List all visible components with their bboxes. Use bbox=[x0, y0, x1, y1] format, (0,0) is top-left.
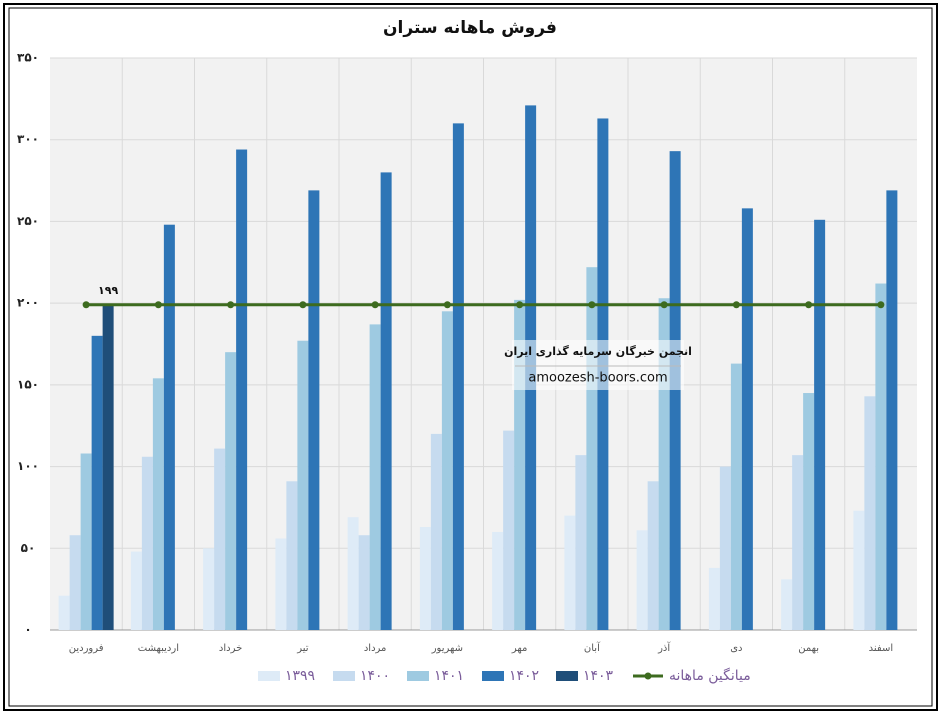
bar bbox=[69, 535, 81, 630]
legend-label: ۱۴۰۱ bbox=[434, 668, 464, 684]
watermark-text: انجمن خبرگان سرمایه گذاری ایران bbox=[504, 345, 692, 358]
bar bbox=[781, 579, 793, 630]
bar bbox=[80, 453, 92, 630]
chart-title: فروش ماهانه ستران bbox=[383, 18, 557, 38]
line-marker bbox=[154, 301, 162, 309]
legend-label: ۱۳۹۹ bbox=[285, 668, 315, 684]
line-marker bbox=[660, 301, 668, 309]
x-tick-label: مهر bbox=[511, 643, 527, 654]
y-tick-label: ۰ bbox=[24, 623, 31, 637]
bar bbox=[669, 151, 681, 630]
y-tick-label: ۲۵۰ bbox=[17, 214, 39, 228]
bar bbox=[369, 324, 381, 630]
bar bbox=[308, 190, 320, 630]
bar bbox=[102, 304, 114, 630]
bar bbox=[803, 393, 815, 630]
bar bbox=[452, 123, 464, 630]
bar bbox=[275, 538, 287, 630]
bar bbox=[514, 299, 526, 630]
bar bbox=[380, 172, 392, 630]
bar bbox=[875, 283, 887, 630]
bar bbox=[730, 363, 742, 630]
line-marker bbox=[443, 301, 451, 309]
bar bbox=[297, 340, 309, 630]
bar bbox=[853, 510, 865, 630]
line-marker bbox=[588, 301, 596, 309]
bar bbox=[586, 267, 598, 630]
watermark-url: amoozesh-boors.com bbox=[528, 371, 667, 386]
bar bbox=[214, 448, 226, 630]
bar bbox=[286, 481, 298, 630]
x-tick-label: شهریور bbox=[431, 643, 463, 654]
line-marker bbox=[877, 301, 885, 309]
line-marker bbox=[82, 301, 90, 309]
y-tick-label: ۱۵۰ bbox=[17, 377, 39, 391]
bar bbox=[575, 455, 587, 630]
x-tick-label: مرداد bbox=[364, 643, 387, 654]
bar bbox=[441, 311, 453, 630]
legend-label: ۱۴۰۰ bbox=[360, 668, 390, 684]
bar bbox=[741, 208, 753, 630]
line-marker bbox=[299, 301, 307, 309]
bar bbox=[163, 224, 175, 630]
bar bbox=[708, 567, 720, 630]
x-tick-label: اردیبهشت bbox=[138, 643, 179, 654]
bar bbox=[152, 378, 164, 630]
bar bbox=[419, 527, 431, 630]
bar bbox=[792, 455, 804, 630]
bar bbox=[492, 531, 504, 630]
bar bbox=[358, 535, 370, 630]
line-marker bbox=[371, 301, 379, 309]
line-marker bbox=[516, 301, 524, 309]
x-tick-label: اسفند bbox=[869, 643, 893, 654]
x-tick-label: بهمن bbox=[798, 643, 819, 654]
bar bbox=[225, 352, 237, 630]
bar bbox=[886, 190, 898, 630]
legend-swatch bbox=[258, 671, 280, 681]
bar bbox=[430, 433, 442, 630]
bar bbox=[564, 515, 576, 630]
line-marker bbox=[805, 301, 813, 309]
legend-swatch bbox=[407, 671, 429, 681]
y-tick-label: ۵۰ bbox=[21, 541, 36, 555]
legend-label: ۱۴۰۳ bbox=[583, 668, 614, 684]
line-marker bbox=[227, 301, 235, 309]
y-tick-label: ۱۰۰ bbox=[17, 459, 39, 473]
bar bbox=[503, 430, 515, 630]
legend-swatch bbox=[333, 671, 355, 681]
bar bbox=[814, 219, 826, 630]
bar bbox=[141, 456, 153, 630]
legend-swatch bbox=[482, 671, 504, 681]
bar bbox=[864, 396, 876, 630]
bar bbox=[203, 548, 215, 630]
y-tick-label: ۲۰۰ bbox=[17, 296, 39, 310]
inner-frame bbox=[8, 7, 933, 707]
x-tick-label: آبان bbox=[584, 641, 601, 654]
legend-swatch bbox=[556, 671, 578, 681]
legend-label: ۱۴۰۲ bbox=[509, 668, 539, 684]
y-tick-label: ۳۵۰ bbox=[17, 51, 39, 65]
bar bbox=[58, 595, 70, 630]
x-tick-label: دی bbox=[730, 643, 742, 654]
bar bbox=[658, 298, 670, 630]
bar bbox=[130, 551, 142, 630]
y-tick-label: ۳۰۰ bbox=[17, 132, 39, 146]
value-label: ۱۹۹ bbox=[98, 284, 118, 297]
watermark-box bbox=[512, 340, 684, 390]
bar bbox=[647, 481, 659, 630]
line-marker bbox=[732, 301, 740, 309]
bar bbox=[636, 530, 648, 630]
bar bbox=[236, 149, 248, 630]
bar bbox=[91, 335, 103, 630]
x-tick-label: خرداد bbox=[219, 643, 242, 654]
bar bbox=[719, 466, 731, 630]
x-tick-label: فروردین bbox=[69, 643, 104, 654]
legend-label: میانگین ماهانه bbox=[669, 667, 751, 684]
x-tick-label: تیر bbox=[296, 643, 309, 654]
x-tick-label: آذر bbox=[657, 641, 671, 654]
legend-marker bbox=[644, 672, 652, 680]
bar bbox=[347, 517, 359, 630]
